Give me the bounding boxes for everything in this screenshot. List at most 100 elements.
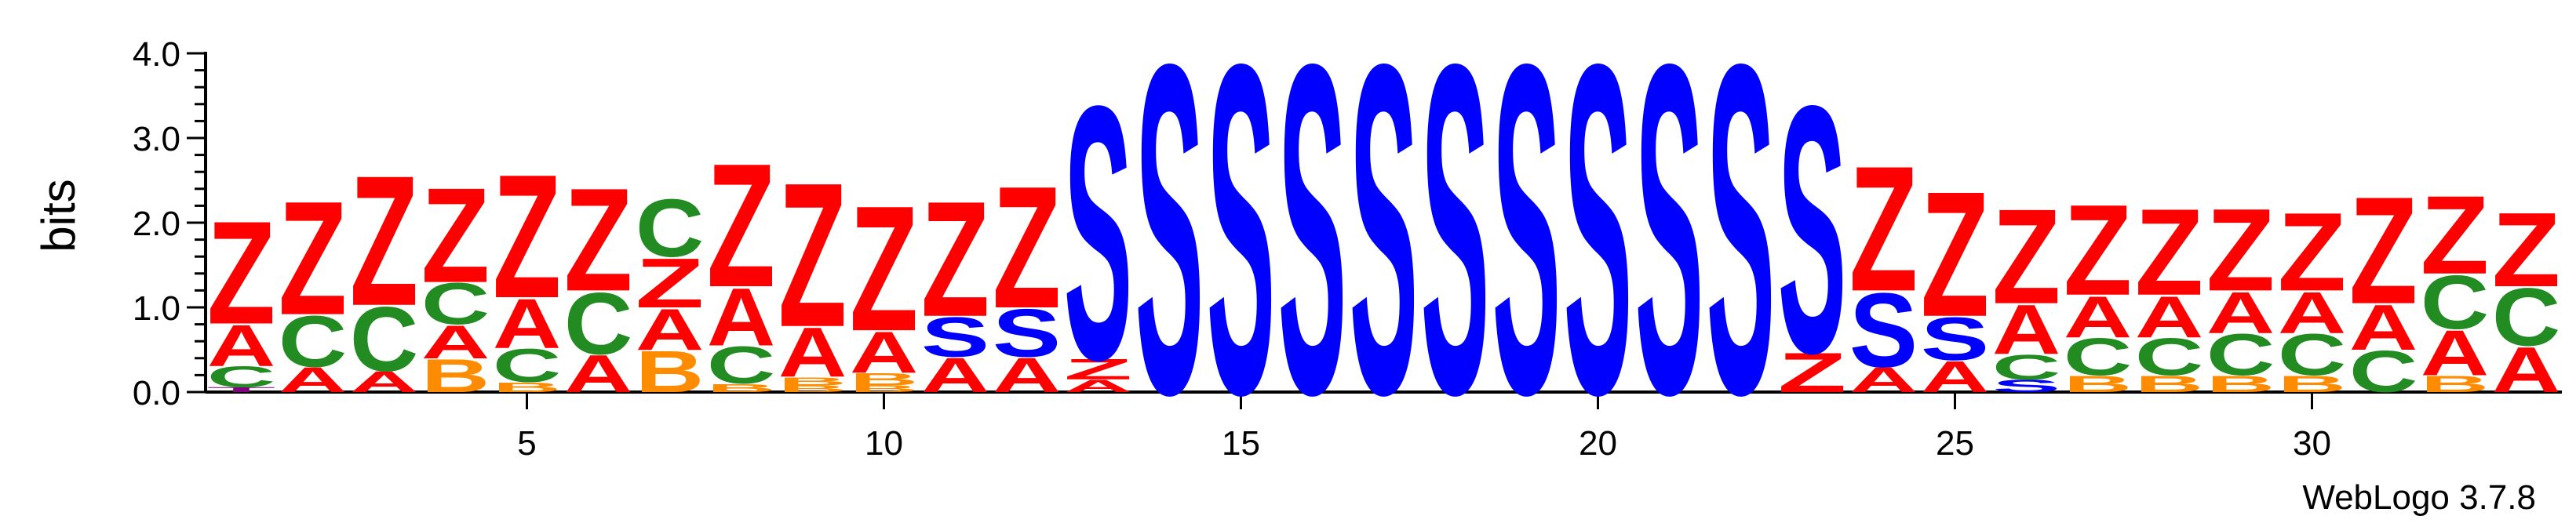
logo-letter-A: A: [2421, 316, 2489, 388]
logo-letter-S: S: [921, 306, 989, 369]
logo-letter-Z: Z: [564, 158, 632, 322]
weblogo-credit: WebLogo 3.7.8: [2302, 478, 2536, 517]
logo-letter-B: B: [850, 383, 918, 394]
logo-letter-Z: Z: [421, 160, 490, 311]
logo-letter-A: A: [2064, 285, 2132, 350]
logo-letter-Z: Z: [1992, 181, 2060, 332]
logo-letter-B: B: [778, 383, 847, 394]
logo-letter-S: S: [1135, 0, 1204, 492]
logo-letter-C: C: [279, 300, 347, 382]
logo-column: ZS: [1778, 33, 1846, 427]
logo-letter-A: A: [350, 365, 418, 398]
logo-letter-A: A: [636, 297, 704, 362]
logo-column: ACZ: [564, 158, 632, 404]
y-tick-label: 2.0: [133, 205, 180, 243]
logo-letter-C: C: [2206, 322, 2275, 387]
logo-column: CAZ: [2349, 165, 2418, 405]
logo-column: S: [1350, 0, 1418, 492]
logo-column: S: [1421, 0, 1489, 492]
logo-letter-B: B: [421, 350, 490, 403]
x-tick-label: 15: [1222, 424, 1260, 463]
x-tick-label: 10: [865, 424, 903, 463]
logo-letter-C: C: [350, 289, 418, 391]
logo-letter-C: C: [207, 361, 275, 394]
logo-letter-A: A: [993, 348, 1061, 403]
logo-letter-A: A: [421, 316, 490, 369]
logo-letter-Z: Z: [2278, 191, 2346, 315]
y-axis-title: bits: [32, 179, 85, 252]
x-tick-label: 5: [517, 424, 536, 463]
logo-letter-S: S: [1350, 0, 1418, 492]
logo-letter-S: S: [1064, 31, 1132, 435]
logo-letter-S: S: [1778, 33, 1846, 427]
logo-letter-B: B: [636, 340, 704, 405]
logo-letter-S: S: [993, 295, 1061, 372]
logo-letter-A: A: [1064, 376, 1132, 396]
logo-letter-A: A: [1849, 361, 1918, 400]
logo-letter-Z: Z: [2421, 173, 2489, 298]
logo-letter-B: B: [778, 375, 847, 388]
logo-letter-S: S: [1849, 272, 1918, 390]
logo-letter-A: A: [2492, 333, 2560, 405]
logo-stacks: TCAZACZACZBACZBCAZACZBAZCBCAZBBAZBBAZASZ…: [207, 0, 2560, 492]
y-tick-label: 4.0: [133, 35, 180, 74]
logo-column: ASZ: [993, 150, 1061, 403]
logo-letter-A: A: [1992, 290, 2060, 369]
logo-column: S: [1564, 0, 1632, 492]
logo-letter-A: A: [707, 271, 775, 364]
logo-column: S: [1135, 0, 1204, 492]
logo-letter-Z: Z: [636, 244, 704, 322]
logo-letter-A: A: [2349, 291, 2418, 363]
y-tick-label: 0.0: [133, 374, 180, 412]
logo-letter-A: A: [564, 344, 632, 404]
logo-column: S: [1207, 0, 1275, 492]
logo-column: ACZ: [279, 167, 347, 400]
logo-letter-B: B: [850, 369, 918, 389]
logo-letter-C: C: [707, 336, 775, 395]
logo-letter-S: S: [1635, 0, 1703, 492]
logo-letter-A: A: [850, 320, 918, 385]
logo-letter-Z: Z: [1064, 353, 1132, 386]
logo-column: ACZ: [350, 138, 418, 398]
logo-letter-Z: Z: [1921, 155, 1989, 354]
logo-letter-Z: Z: [1778, 341, 1846, 404]
logo-letter-S: S: [1992, 376, 2060, 396]
logo-letter-S: S: [1421, 0, 1489, 492]
logo-letter-C: C: [636, 183, 704, 275]
logo-column: AZS: [1064, 31, 1132, 435]
logo-letter-B: B: [2064, 371, 2132, 398]
logo-letter-Z: Z: [279, 167, 347, 349]
logo-letter-S: S: [1564, 0, 1632, 492]
logo-letter-Z: Z: [2064, 177, 2132, 322]
logo-letter-T: T: [207, 386, 275, 394]
logo-letter-Z: Z: [350, 138, 418, 345]
logo-column: S: [1707, 0, 1775, 492]
logo-letter-Z: Z: [1849, 130, 1918, 329]
logo-letter-S: S: [1207, 0, 1275, 492]
logo-letter-C: C: [564, 274, 632, 372]
logo-letter-C: C: [421, 272, 490, 337]
logo-letter-B: B: [2206, 371, 2275, 398]
logo-letter-Z: Z: [207, 191, 275, 355]
logo-letter-Z: Z: [850, 169, 918, 369]
logo-letter-C: C: [2421, 260, 2489, 345]
logo-letter-C: C: [2278, 322, 2346, 387]
x-tick-label: 30: [2293, 424, 2331, 463]
x-tick-label: 25: [1936, 424, 1974, 463]
logo-letter-B: B: [2135, 371, 2203, 398]
logo-column: ASZ: [1921, 155, 1989, 402]
logo-letter-A: A: [279, 361, 347, 400]
logo-letter-Z: Z: [707, 126, 775, 324]
logo-letter-Z: Z: [921, 167, 989, 351]
logo-letter-Z: Z: [993, 150, 1061, 344]
